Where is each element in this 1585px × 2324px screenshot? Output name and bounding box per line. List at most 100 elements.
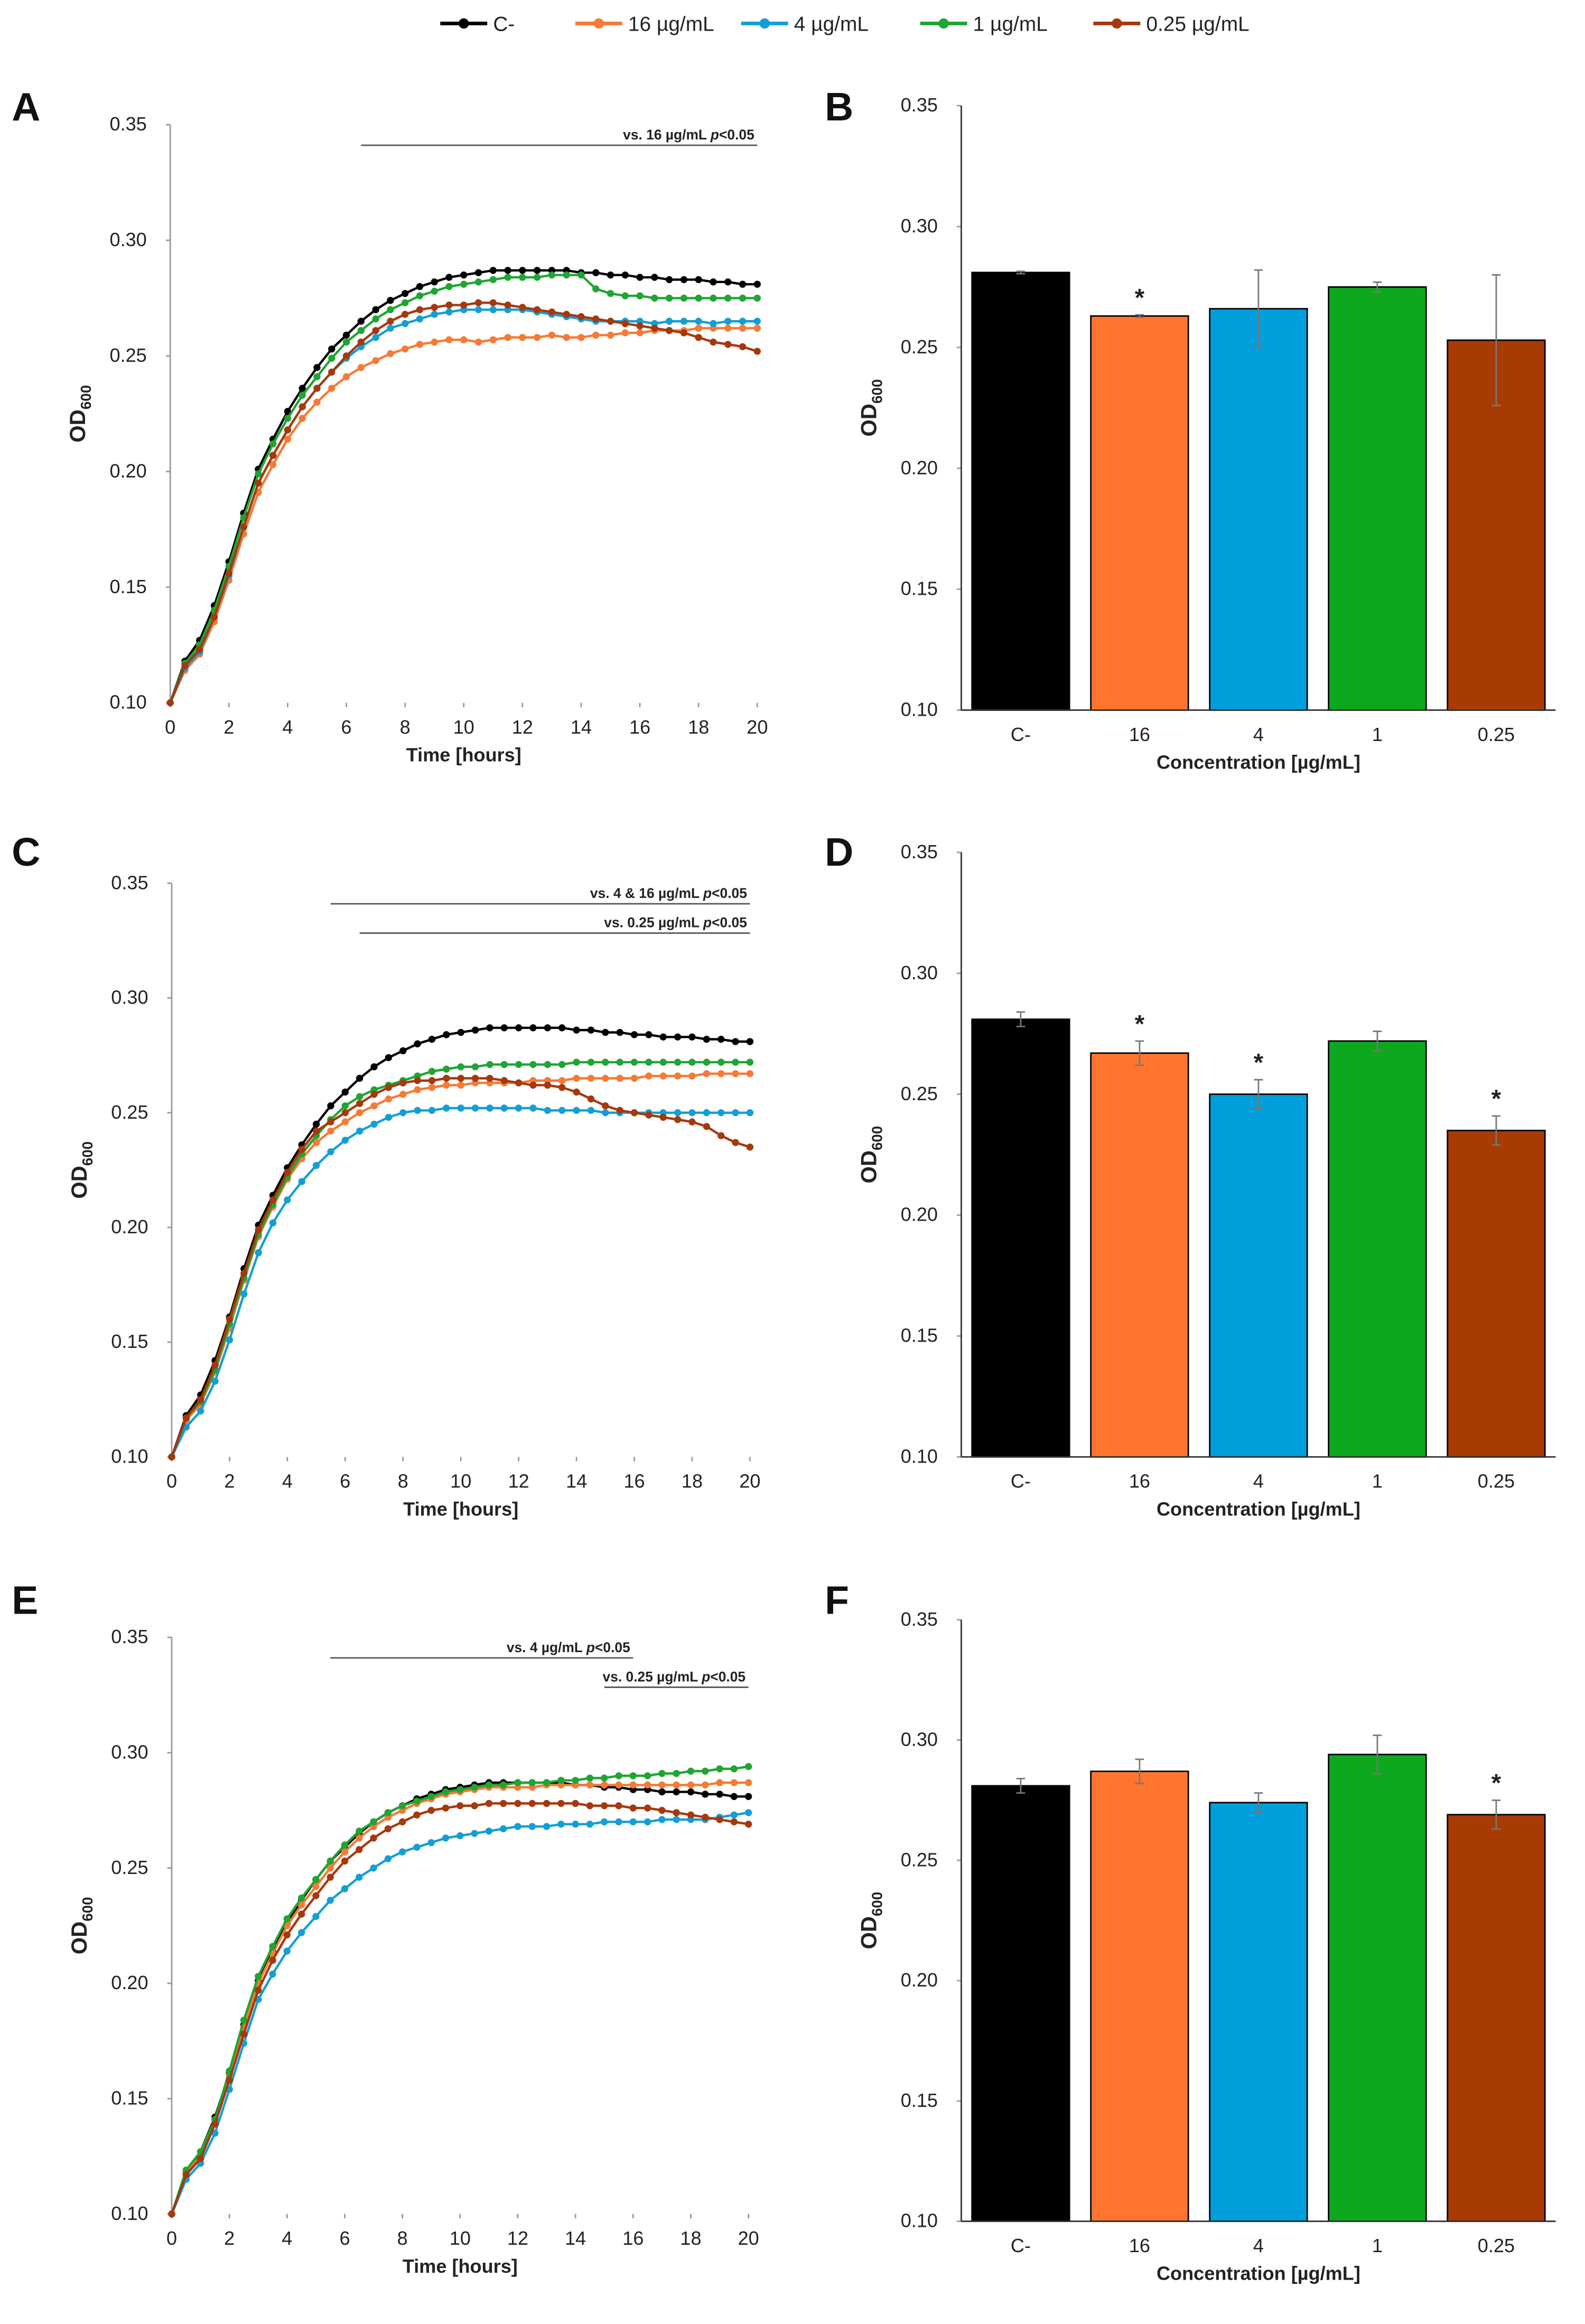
y-tick-label: 0.10	[901, 2210, 938, 2232]
x-tick-label: 8	[400, 716, 411, 738]
y-axis-title-sub: 600	[869, 379, 885, 404]
data-point	[399, 1802, 406, 1810]
data-point	[384, 1855, 392, 1862]
data-point	[644, 1804, 651, 1812]
data-point	[385, 1054, 393, 1062]
x-tick-label: 2	[224, 1470, 235, 1492]
data-point	[372, 327, 379, 334]
x-tick-label: 18	[682, 1470, 703, 1492]
data-point	[240, 1270, 248, 1277]
data-point	[616, 1107, 623, 1114]
data-point	[284, 1168, 291, 1176]
data-point	[269, 461, 277, 468]
data-point	[457, 1104, 464, 1112]
x-tick-label: 16	[1129, 2235, 1150, 2256]
data-point	[601, 1802, 608, 1810]
data-point	[658, 1769, 666, 1777]
data-point	[312, 1139, 320, 1146]
x-tick-label: 2	[223, 716, 234, 738]
series-line	[170, 1811, 749, 2215]
x-tick-label: 4	[282, 2227, 292, 2249]
data-point	[327, 1897, 334, 1904]
data-point	[416, 283, 424, 290]
data-point	[456, 1832, 464, 1840]
data-point	[629, 1804, 637, 1812]
y-tick-label: 0.15	[111, 2087, 148, 2109]
data-point	[327, 1857, 334, 1865]
data-point	[356, 1127, 363, 1135]
data-point	[299, 403, 306, 410]
data-point	[387, 324, 394, 332]
data-point	[240, 1290, 248, 1298]
data-point	[528, 1779, 536, 1786]
data-point	[210, 613, 218, 621]
data-point	[500, 1024, 508, 1032]
data-point	[357, 364, 365, 371]
data-point	[645, 1058, 652, 1066]
data-point	[519, 334, 526, 341]
annotation-label: vs. 0.25 µg/mL	[604, 915, 703, 931]
y-tick-label: 0.10	[901, 699, 938, 720]
y-tick-label: 0.10	[111, 2203, 148, 2224]
x-tick-label: 0	[165, 716, 175, 738]
data-point	[745, 1763, 752, 1770]
data-point	[385, 1084, 393, 1091]
data-point	[587, 1095, 595, 1103]
data-point	[629, 1781, 637, 1789]
x-tick-label: 2	[224, 2227, 235, 2249]
data-point	[587, 1107, 595, 1114]
data-point	[402, 311, 409, 318]
data-point	[529, 1061, 537, 1069]
data-point	[645, 1072, 652, 1080]
data-point	[313, 385, 321, 392]
series-line	[169, 301, 758, 704]
y-tick-label: 0.25	[901, 336, 938, 358]
x-tick-label: 12	[512, 716, 533, 738]
data-point	[746, 1070, 754, 1077]
data-point	[615, 1781, 622, 1789]
data-point	[753, 317, 761, 325]
legend-label: 0.25 µg/mL	[1146, 13, 1249, 35]
data-point	[471, 1802, 478, 1810]
data-point	[602, 1058, 609, 1066]
x-axis-title: Time [hours]	[403, 1498, 518, 1520]
data-point	[544, 1061, 552, 1069]
data-point	[269, 1956, 276, 1964]
data-point	[443, 1074, 450, 1082]
data-point	[414, 1086, 421, 1093]
data-point	[211, 1377, 219, 1385]
data-point	[357, 338, 365, 346]
data-point	[211, 1361, 219, 1369]
data-point	[592, 315, 600, 323]
bar	[1447, 1814, 1546, 2222]
data-point	[563, 271, 570, 279]
annotation-p: p	[586, 1639, 595, 1655]
data-point	[644, 1772, 651, 1779]
data-point	[515, 1024, 523, 1032]
data-point	[312, 1892, 320, 1899]
data-point	[529, 1024, 537, 1032]
data-point	[456, 1802, 464, 1810]
annotation-condition: <0.05	[712, 915, 747, 931]
data-point	[240, 2030, 248, 2038]
y-tick-label: 0.30	[901, 215, 938, 237]
data-point	[427, 1839, 435, 1847]
data-point	[269, 1943, 276, 1950]
data-point	[558, 1084, 566, 1091]
data-point	[471, 1063, 479, 1071]
data-point	[297, 1929, 305, 1936]
data-point	[500, 1077, 508, 1084]
data-point	[666, 327, 673, 334]
legend-label: 1 µg/mL	[973, 13, 1048, 35]
data-point	[197, 1396, 204, 1403]
data-point	[745, 1779, 752, 1786]
data-point	[534, 334, 541, 341]
data-point	[573, 1058, 580, 1066]
y-tick-label: 0.35	[901, 1608, 938, 1630]
annotation: vs. 16 µg/mL p<0.05	[623, 127, 754, 143]
data-point	[414, 1107, 421, 1114]
bar	[971, 1785, 1070, 2222]
data-point	[621, 271, 629, 279]
data-point	[240, 523, 247, 531]
data-point	[644, 1781, 651, 1789]
